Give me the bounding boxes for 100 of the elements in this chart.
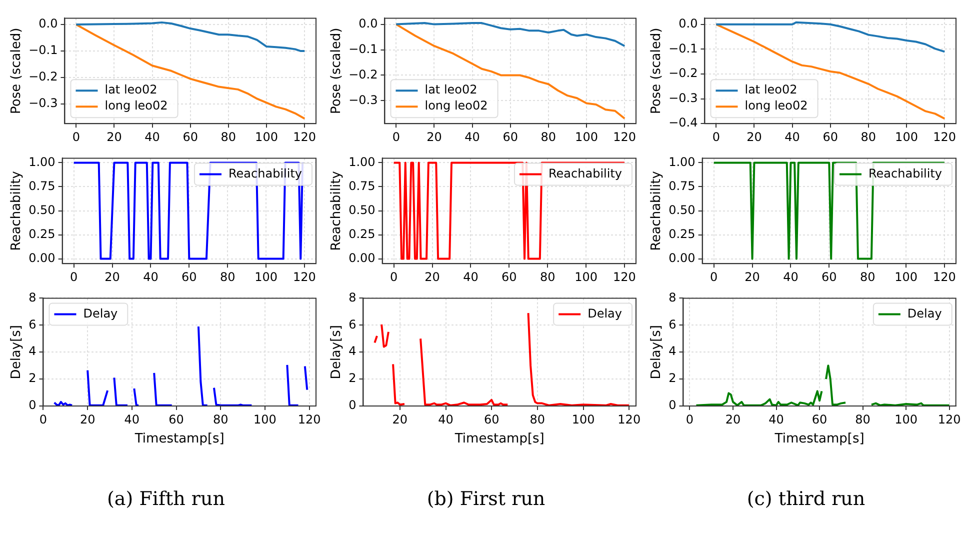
y-tick-label: −0.2 (348, 67, 378, 82)
x-tick-label: 120 (618, 412, 641, 426)
x-tick-label: 80 (855, 412, 870, 426)
y-tick-label: −0.1 (348, 42, 378, 56)
y-tick-label: 0.00 (348, 250, 376, 265)
x-tick-label: 100 (894, 412, 918, 426)
y-tick-label: 8 (28, 290, 36, 304)
legend-label: lat leo02 (104, 82, 158, 97)
x-tick-label: 0 (70, 270, 78, 284)
y-tick-label: 0 (28, 398, 36, 412)
x-tick-label: 120 (613, 130, 636, 144)
y-tick-label: 4 (28, 344, 36, 358)
y-tick-label: 8 (668, 290, 676, 304)
y-tick-label: 2 (348, 371, 356, 386)
x-tick-label: 120 (933, 130, 956, 144)
y-tick-label: 0.75 (668, 178, 696, 193)
legend-label: lat leo02 (424, 82, 478, 97)
legend-label: Delay (907, 306, 942, 320)
x-tick-label: 100 (575, 130, 598, 144)
y-tick-label: −0.3 (28, 96, 58, 110)
y-tick-label: 6 (348, 317, 356, 332)
x-tick-label: 100 (895, 130, 918, 144)
y-tick-label: 0.50 (28, 202, 56, 217)
x-tick-label: 60 (484, 412, 500, 426)
x-tick-label: 60 (168, 412, 184, 426)
x-tick-label: 80 (540, 130, 556, 144)
x-tick-label: 40 (783, 270, 798, 284)
x-tick-label: 20 (746, 130, 762, 144)
x-tick-label: 40 (464, 130, 480, 144)
x-tick-label: 40 (784, 130, 800, 144)
x-tick-label: 80 (860, 130, 876, 144)
y-axis-title: Pose (scaled) (649, 28, 664, 114)
x-tick-label: 40 (438, 412, 454, 426)
x-tick-label: 100 (574, 270, 598, 284)
text: (c) third run (746, 488, 866, 510)
x-tick-label: 60 (502, 130, 518, 144)
x-tick-label: 80 (213, 412, 228, 426)
y-tick-label: 0.50 (668, 202, 696, 217)
x-axis-title: Timestamp[s] (774, 432, 864, 447)
y-tick-label: 1.00 (28, 154, 56, 169)
legend-label: Delay (83, 306, 118, 320)
x-tick-label: 0 (710, 270, 718, 284)
y-tick-label: 6 (668, 317, 676, 332)
x-tick-label: 120 (938, 412, 961, 426)
x-tick-label: 120 (293, 130, 316, 144)
y-tick-label: 4 (348, 344, 356, 358)
x-tick-label: 100 (254, 412, 276, 426)
x-tick-label: 80 (530, 412, 546, 426)
x-tick-label: 100 (572, 412, 595, 426)
x-tick-label: 80 (860, 270, 876, 284)
x-tick-label: 20 (744, 270, 760, 284)
y-tick-label: 0.75 (28, 178, 56, 193)
y-tick-label: −0.1 (668, 41, 698, 56)
text: (a) Fifth run (106, 488, 226, 510)
y-axis-title: Reachability (329, 170, 344, 251)
x-tick-label: 100 (254, 270, 278, 284)
y-tick-label: 0.50 (348, 202, 376, 217)
y-tick-label: 8 (348, 290, 356, 304)
x-tick-label: 60 (502, 270, 517, 284)
y-axis-title: Reachability (649, 170, 664, 251)
x-tick-label: 120 (293, 270, 316, 284)
y-tick-label: 1.00 (668, 154, 696, 169)
y-tick-label: 0.0 (38, 16, 58, 31)
x-tick-label: 80 (220, 270, 236, 284)
x-tick-label: 0 (72, 130, 80, 144)
x-tick-label: 40 (144, 130, 160, 144)
legend-label: long leo02 (104, 98, 168, 113)
y-axis-title: Delay[s] (329, 325, 344, 380)
x-tick-label: 60 (822, 130, 838, 144)
y-tick-label: 4 (668, 344, 676, 358)
x-axis-title: Timestamp[s] (454, 432, 544, 447)
x-tick-label: 40 (143, 270, 158, 284)
y-tick-label: 0.25 (668, 226, 696, 241)
x-tick-label: 20 (424, 270, 440, 284)
x-tick-label: 120 (613, 270, 636, 284)
y-tick-label: 0.0 (358, 16, 378, 30)
legend-label: Reachability (228, 166, 302, 180)
y-tick-label: 0.00 (28, 250, 56, 265)
y-tick-label: −0.3 (348, 92, 378, 107)
y-axis-title: Reachability (9, 170, 24, 251)
legend-label: lat leo02 (744, 82, 798, 97)
x-tick-label: 20 (104, 270, 120, 284)
y-tick-label: 0.0 (678, 16, 698, 31)
x-tick-label: 120 (298, 412, 321, 426)
x-tick-label: 80 (540, 270, 556, 284)
y-tick-label: −0.4 (668, 116, 698, 130)
y-axis-title: Pose (scaled) (9, 28, 24, 114)
x-tick-label: 120 (933, 270, 956, 284)
x-tick-label: 20 (392, 412, 408, 426)
x-tick-label: 40 (124, 412, 140, 426)
y-axis-title: Delay[s] (9, 325, 24, 380)
x-tick-label: 60 (182, 130, 198, 144)
y-tick-label: −0.2 (28, 70, 58, 84)
text: (b) First run (426, 488, 546, 510)
y-tick-label: −0.2 (668, 66, 698, 80)
x-axis-title: Timestamp[s] (134, 432, 224, 447)
y-axis-title: Delay[s] (649, 325, 664, 380)
x-tick-label: 0 (390, 270, 398, 284)
x-tick-label: 20 (426, 130, 442, 144)
y-tick-label: 0.25 (348, 226, 376, 241)
